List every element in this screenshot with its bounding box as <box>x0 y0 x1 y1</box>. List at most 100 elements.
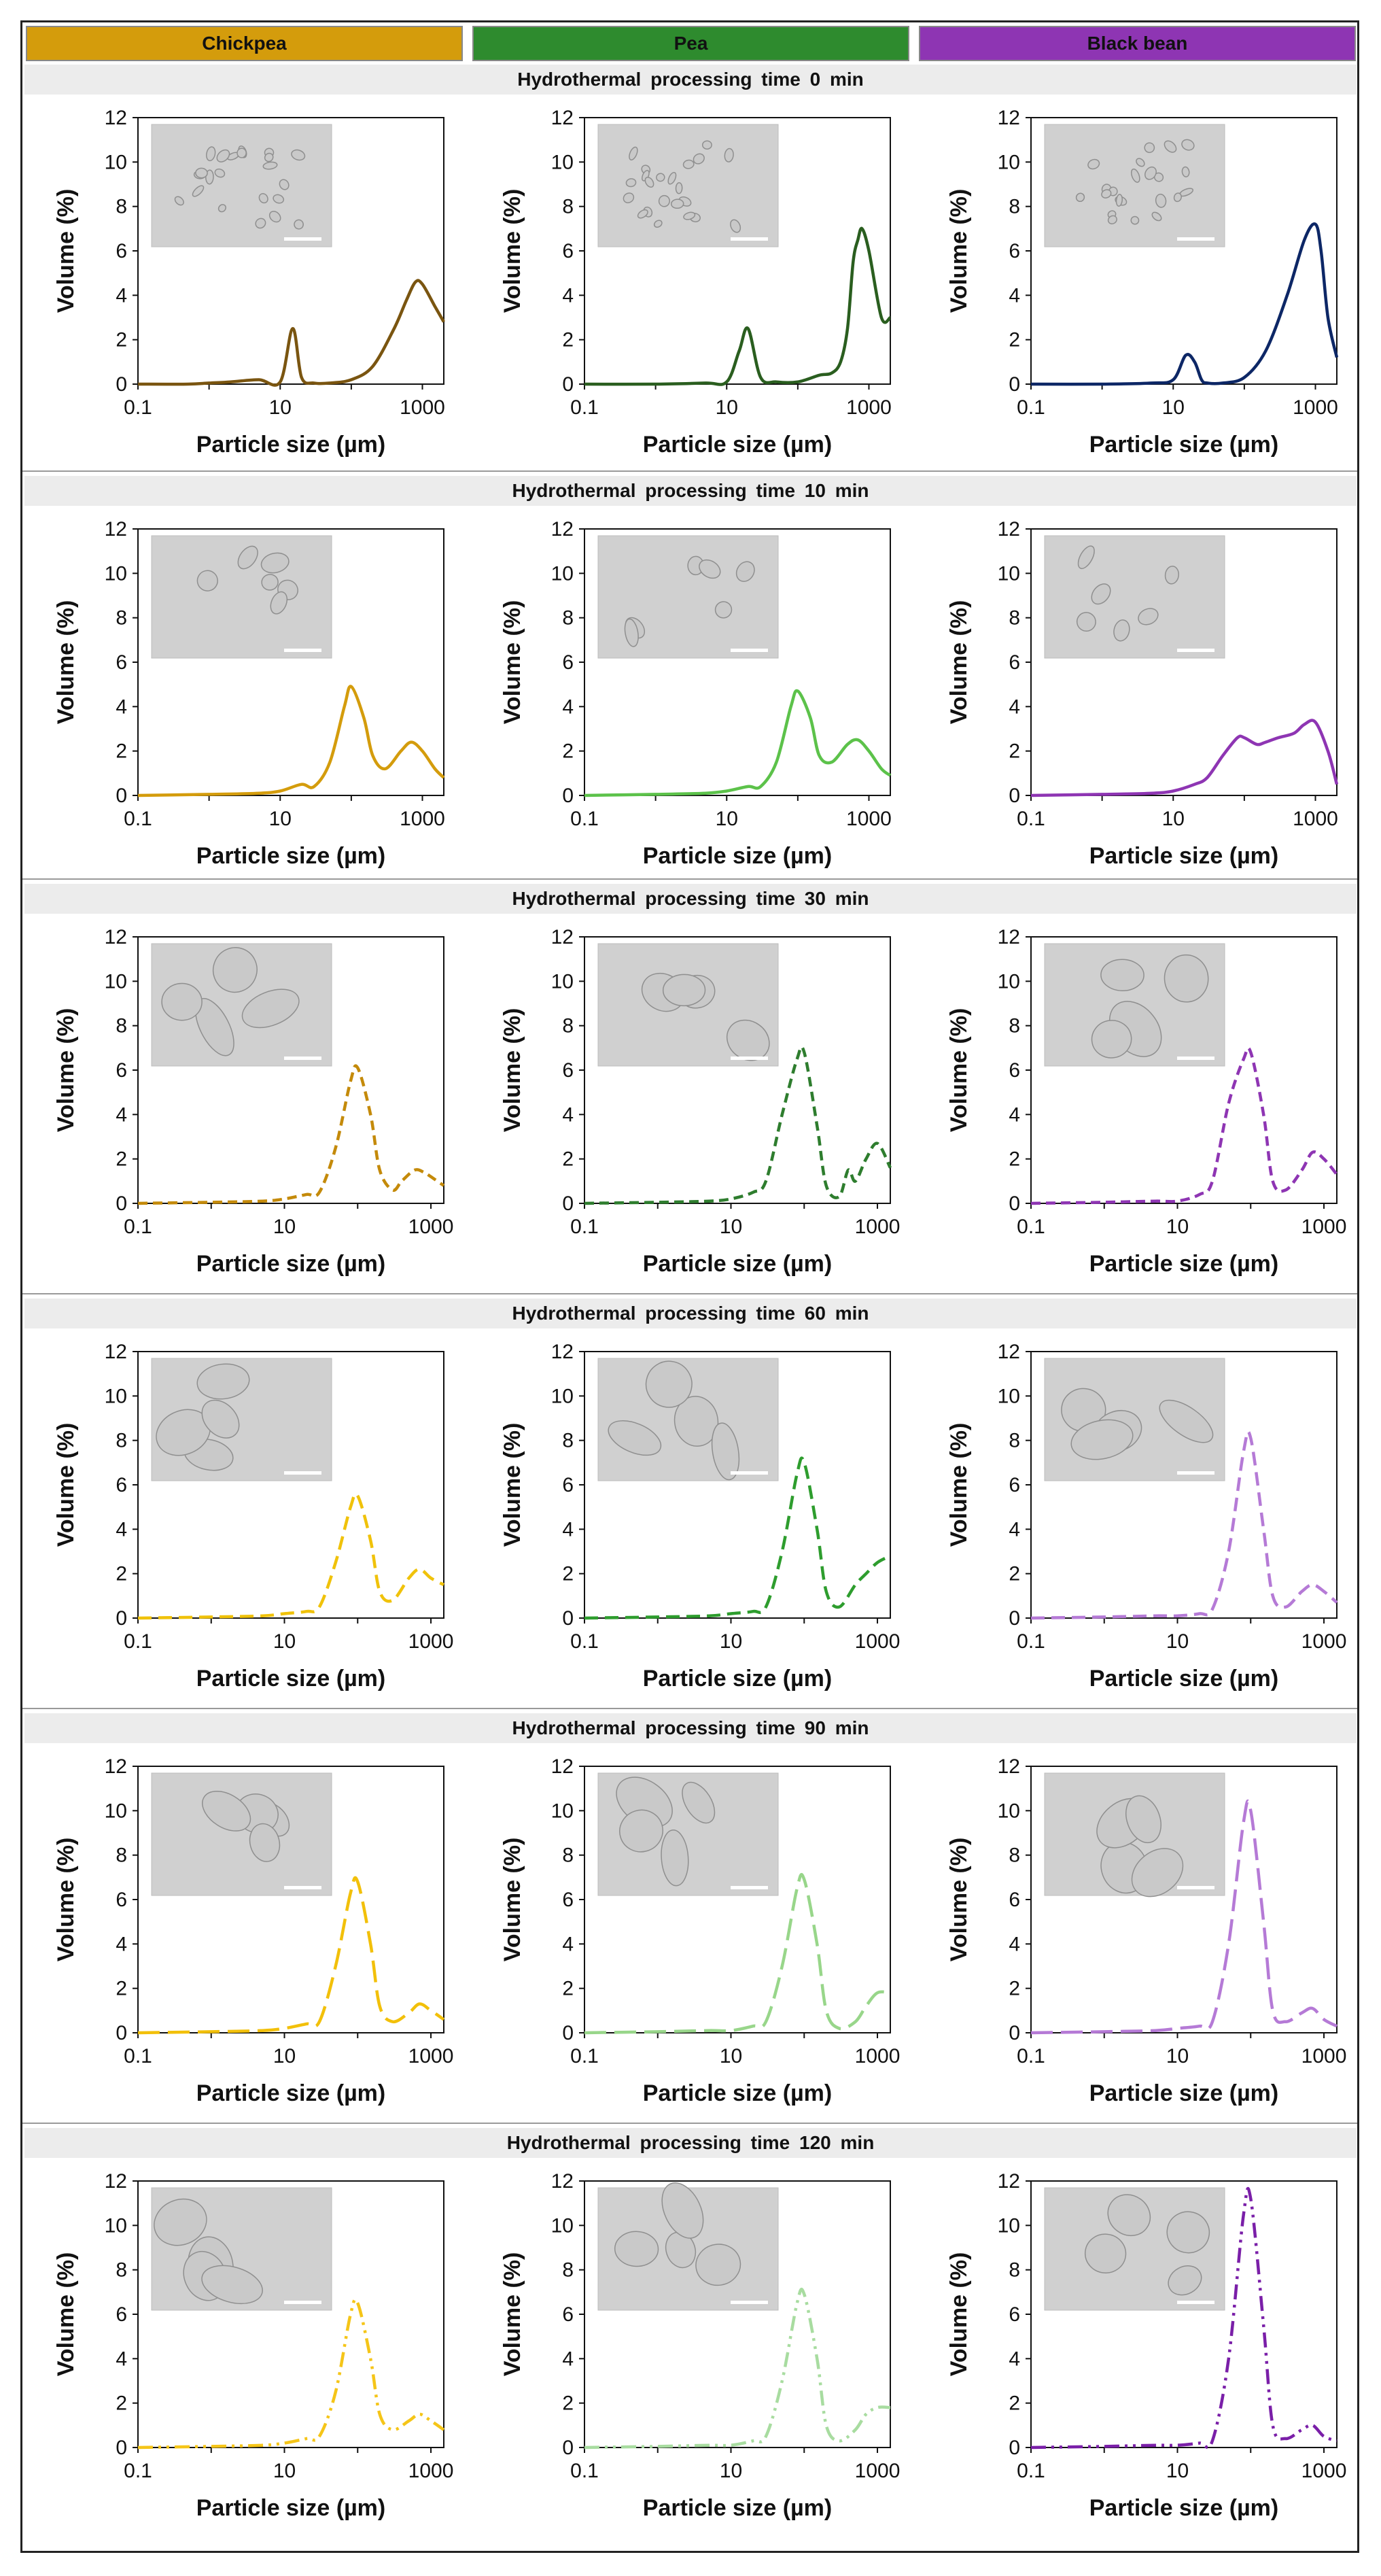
y-tick-label: 8 <box>1009 1430 1020 1452</box>
row-label-1: Hydrothermal processing time 10 min <box>24 476 1357 506</box>
x-tick-label: 10 <box>1162 808 1185 830</box>
granule-outline <box>174 196 184 206</box>
y-tick-label: 6 <box>562 240 574 262</box>
y-tick-label: 6 <box>1009 651 1020 674</box>
granule-outline <box>661 2182 704 2239</box>
y-tick-label: 12 <box>998 926 1020 948</box>
y-tick-label: 6 <box>116 1059 127 1082</box>
granule-outline <box>637 209 648 219</box>
x-axis-label: Particle size (µm) <box>1089 843 1278 869</box>
y-axis-label: Volume (%) <box>53 2252 79 2377</box>
granule-outline <box>1144 142 1155 154</box>
y-tick-label: 0 <box>116 373 127 396</box>
x-tick-label: 1000 <box>400 808 445 830</box>
y-tick-label: 4 <box>116 284 127 307</box>
scale-bar <box>1177 1886 1214 1889</box>
x-tick-label: 1000 <box>1293 396 1338 419</box>
granule-outline <box>726 1019 770 1061</box>
column-header-pea: Pea <box>472 26 909 61</box>
x-tick-label: 1000 <box>400 396 445 419</box>
x-axis-label: Particle size (µm) <box>196 432 385 458</box>
psd-series-line <box>137 685 445 797</box>
x-tick-label: 10 <box>273 2045 296 2067</box>
granule-outline <box>608 1420 662 1456</box>
x-tick-label: 0.1 <box>124 1630 152 1653</box>
psd-chart-pea-30min: 0 2 4 6 8 10 12 0.1 10 1000 Particle size (µm) Volu… <box>500 926 901 1277</box>
y-tick-label: 6 <box>562 2303 574 2326</box>
y-tick-label: 2 <box>116 1148 127 1171</box>
psd-series-line <box>584 1872 891 2035</box>
granule-outline <box>1115 194 1123 207</box>
y-tick-label: 10 <box>998 1800 1020 1822</box>
granule-outline <box>623 192 635 203</box>
granule-outline <box>625 178 637 188</box>
granule-outline <box>674 1396 719 1447</box>
row-label-5: Hydrothermal processing time 120 min <box>24 2128 1357 2158</box>
granule-outline <box>237 545 258 570</box>
y-tick-label: 0 <box>1009 2437 1020 2459</box>
x-tick-label: 0.1 <box>570 1216 599 1238</box>
x-tick-label: 10 <box>269 396 292 419</box>
granule-outline <box>279 179 290 190</box>
y-tick-label: 6 <box>116 651 127 674</box>
granule-outline <box>196 570 218 591</box>
column-header-black-bean: Black bean <box>919 26 1356 61</box>
y-tick-label: 10 <box>551 562 574 585</box>
psd-series-line <box>1030 1430 1338 1620</box>
y-axis-label: Volume (%) <box>53 1838 79 1962</box>
x-tick-label: 0.1 <box>124 1216 152 1238</box>
y-tick-label: 2 <box>1009 1148 1020 1171</box>
granule-outline <box>249 1823 281 1862</box>
granule-outline <box>1144 166 1157 180</box>
y-tick-label: 8 <box>1009 1844 1020 1867</box>
granule-outline <box>1181 166 1190 177</box>
row-separator <box>22 878 1357 880</box>
x-tick-label: 0.1 <box>1017 1216 1045 1238</box>
y-tick-label: 12 <box>551 1755 574 1778</box>
granule-outline <box>724 148 734 162</box>
y-tick-label: 0 <box>562 785 574 807</box>
granule-outline <box>192 185 205 197</box>
micrograph-inset <box>151 124 332 247</box>
y-tick-label: 10 <box>105 970 127 993</box>
y-tick-label: 0 <box>1009 373 1020 396</box>
granule-outline <box>195 167 208 179</box>
granule-outline <box>683 211 696 220</box>
y-axis-label: Volume (%) <box>946 1423 972 1547</box>
y-tick-label: 10 <box>105 1800 127 1822</box>
x-tick-label: 10 <box>273 1630 296 1653</box>
granule-outline <box>735 561 755 582</box>
y-tick-label: 2 <box>1009 329 1020 351</box>
y-tick-label: 10 <box>105 562 127 585</box>
psd-series-line <box>584 226 892 386</box>
x-tick-label: 10 <box>1162 396 1185 419</box>
y-tick-label: 2 <box>1009 740 1020 763</box>
granule-outline <box>237 148 247 158</box>
y-tick-label: 8 <box>116 1844 127 1867</box>
x-tick-label: 1000 <box>1301 2045 1347 2067</box>
micrograph-inset <box>1044 535 1225 659</box>
scale-bar <box>731 1057 768 1060</box>
granule-outline <box>1151 211 1162 222</box>
x-tick-label: 10 <box>720 1630 742 1653</box>
y-tick-label: 2 <box>116 329 127 351</box>
scale-bar <box>1177 237 1214 241</box>
x-tick-label: 0.1 <box>1017 2460 1045 2482</box>
granule-outline <box>1091 583 1111 605</box>
x-tick-label: 0.1 <box>124 2460 152 2482</box>
row-label-3: Hydrothermal processing time 60 min <box>24 1299 1357 1328</box>
scale-bar <box>284 2301 321 2304</box>
granule-outline <box>1138 608 1159 625</box>
granule-outline <box>1173 192 1182 203</box>
granule-outline <box>658 194 670 207</box>
x-axis-label: Particle size (µm) <box>196 2495 385 2521</box>
granule-outline <box>682 159 695 169</box>
x-axis-label: Particle size (µm) <box>643 843 832 869</box>
psd-chart-chickpea-0min: 0 2 4 6 8 10 12 0.1 10 1000 Particle size (µm) Volu… <box>53 107 445 458</box>
micrograph-inset <box>151 1772 332 1896</box>
psd-series-line <box>137 1492 445 1620</box>
x-axis-label: Particle size (µm) <box>196 2080 385 2106</box>
x-tick-label: 1000 <box>855 1216 901 1238</box>
y-tick-label: 8 <box>1009 607 1020 630</box>
y-tick-label: 4 <box>116 1103 127 1126</box>
